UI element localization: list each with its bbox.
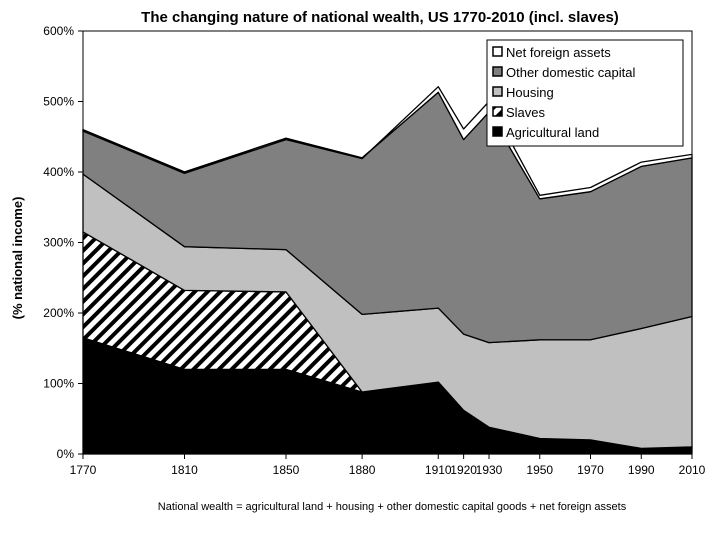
- chart-title: The changing nature of national wealth, …: [141, 9, 619, 26]
- y-tick-label: 300%: [43, 236, 74, 250]
- x-tick-label: 1920: [450, 463, 477, 477]
- legend-label-net-foreign-assets: Net foreign assets: [506, 45, 611, 60]
- legend-label-agricultural-land: Agricultural land: [506, 125, 599, 140]
- y-tick-label: 500%: [43, 95, 74, 109]
- y-tick-label: 400%: [43, 165, 74, 179]
- legend-label-housing: Housing: [506, 85, 554, 100]
- x-tick-label: 1770: [70, 463, 97, 477]
- x-tick-label: 1850: [273, 463, 300, 477]
- legend-label-slaves: Slaves: [506, 105, 546, 120]
- y-axis-label: (% national income): [10, 197, 25, 320]
- legend-swatch-housing: [492, 86, 503, 97]
- x-tick-label: 1930: [476, 463, 503, 477]
- x-tick-label: 1950: [526, 463, 553, 477]
- legend-swatch-slaves: [492, 106, 503, 117]
- area-net-foreign-assets: [82, 86, 693, 200]
- x-tick-label: 1910: [425, 463, 452, 477]
- legend-swatch-other-domestic-capital: [492, 66, 503, 77]
- legend: Net foreign assets Other domestic capital…: [486, 39, 684, 147]
- x-tick-label: 2010: [679, 463, 706, 477]
- plot-area: 0% 100% 200% 300% 400% 500% 600% 1770 1810 1850 18…: [43, 24, 705, 477]
- y-tick-label: 0%: [57, 447, 75, 461]
- x-tick-label: 1990: [628, 463, 655, 477]
- x-tick-label: 1880: [349, 463, 376, 477]
- y-tick-label: 100%: [43, 377, 74, 391]
- legend-label-other-domestic-capital: Other domestic capital: [506, 65, 635, 80]
- y-tick-label: 200%: [43, 306, 74, 320]
- x-tick-label: 1970: [577, 463, 604, 477]
- x-tick-label: 1810: [171, 463, 198, 477]
- x-axis-note: National wealth = agricultural land + ho…: [158, 501, 627, 513]
- legend-swatch-agricultural-land: [492, 126, 503, 137]
- legend-swatch-net-foreign-assets: [492, 46, 503, 57]
- y-tick-label: 600%: [43, 24, 74, 38]
- legend-box: [486, 39, 684, 147]
